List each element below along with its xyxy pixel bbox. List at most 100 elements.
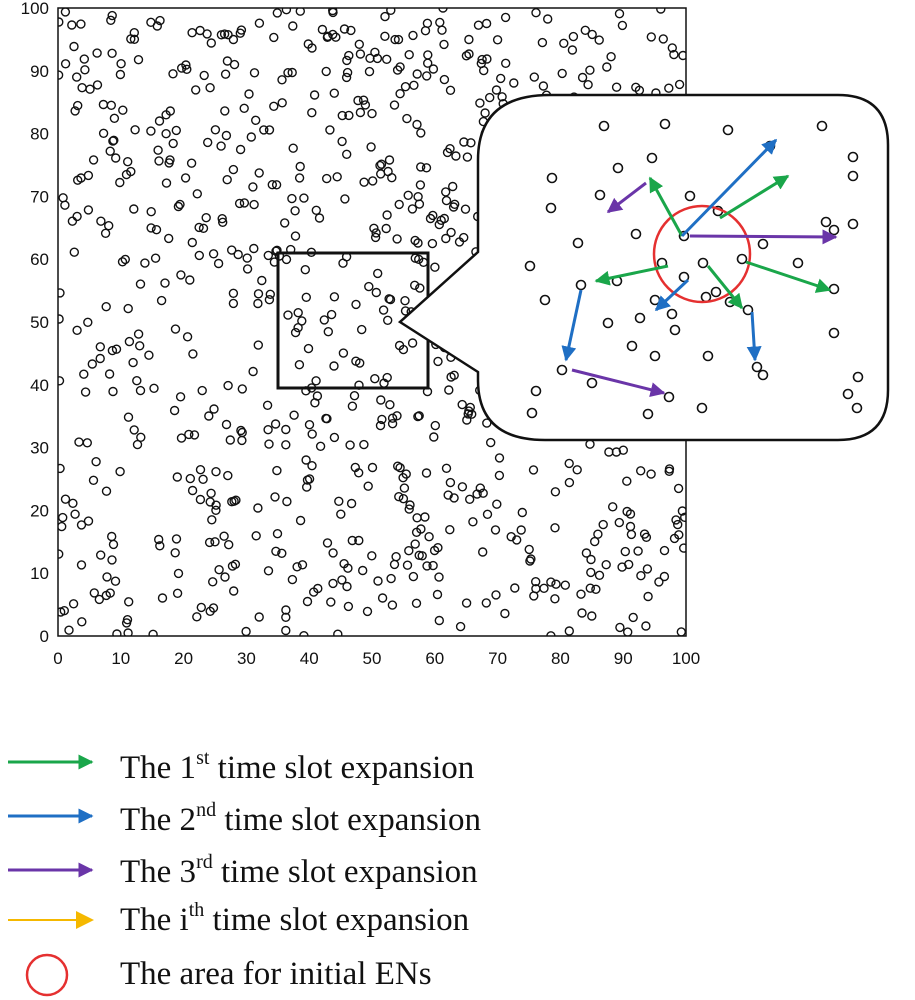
data-point [664,466,674,476]
data-point [342,581,352,592]
data-point [346,25,356,36]
callout-point [539,294,551,306]
data-point [359,177,369,187]
x-tick-label: 50 [363,649,382,668]
data-point [58,17,64,27]
callout-point [847,151,859,163]
data-point [497,92,507,102]
data-point [187,237,198,248]
data-point [415,283,425,293]
data-point [407,338,418,348]
legend-label-third: The 3rd time slot expansion [120,851,478,890]
data-point [550,594,560,604]
data-point [128,357,138,368]
data-point [251,531,261,541]
data-point [206,38,217,48]
data-point [394,492,404,502]
callout-point [626,340,638,352]
data-point [382,54,392,64]
callout-point [702,350,714,362]
legend-label-ith: The ith time slot expansion [120,899,469,938]
callout-point [530,385,542,397]
data-point [102,572,112,582]
data-point [351,356,361,366]
x-tick-label: 70 [488,649,507,668]
data-point [144,350,154,360]
data-point [633,546,643,556]
y-tick-label: 10 [30,564,49,583]
data-point [71,72,82,82]
data-point [187,485,198,496]
data-point [289,410,299,420]
data-point [480,108,490,118]
data-point [482,54,492,64]
data-point [153,534,164,545]
data-point [576,589,586,599]
data-point [451,151,461,161]
data-point [439,213,449,224]
data-point [323,327,333,337]
data-point [216,141,226,151]
data-point [117,257,128,267]
data-point [392,65,403,75]
data-point [412,513,422,523]
data-point [288,21,298,31]
data-point [412,119,422,130]
data-point [370,374,380,384]
data-point [115,466,125,477]
data-point [623,627,633,636]
data-point [197,385,207,396]
data-point [492,499,502,509]
data-point [622,476,632,486]
data-point [445,525,455,535]
data-point [277,548,287,558]
data-point [169,405,180,416]
data-point [395,463,405,473]
data-point [270,492,280,502]
data-point [207,515,217,525]
data-point [415,180,426,190]
data-point [168,138,178,149]
data-point [337,136,347,147]
data-point [430,420,440,431]
data-point [398,494,409,504]
data-point [136,432,146,442]
data-point [611,447,622,457]
data-point [577,608,587,618]
data-point [241,626,251,636]
y-axis-ticks: 0 10 20 30 40 50 60 70 80 90 100 [21,0,49,646]
data-point [581,548,592,558]
data-point [188,349,198,359]
callout-point [545,202,557,214]
data-point [344,110,354,121]
data-point [448,181,458,192]
data-point [442,147,453,158]
data-point [155,15,165,26]
data-point [434,219,444,230]
data-point [344,50,354,61]
data-point [60,494,71,504]
data-point [254,168,264,178]
data-point [233,249,243,260]
callout-point [630,228,642,240]
data-point [529,72,539,82]
expansion-arrow-third [606,181,647,214]
data-point [309,90,320,100]
expansion-arrow-first [594,264,669,286]
data-point [220,572,230,582]
expansion-arrow-first [745,260,832,293]
data-point [79,54,90,64]
data-point [625,521,636,532]
callout-point [598,120,610,132]
data-point [250,115,261,126]
data-point [107,345,118,356]
data-point [282,496,292,507]
data-point [593,529,603,539]
data-point [211,505,221,515]
data-point [85,84,95,94]
data-point [383,166,393,177]
data-point [429,432,439,442]
data-point [201,212,211,223]
data-point [72,325,82,335]
data-point [116,59,126,69]
